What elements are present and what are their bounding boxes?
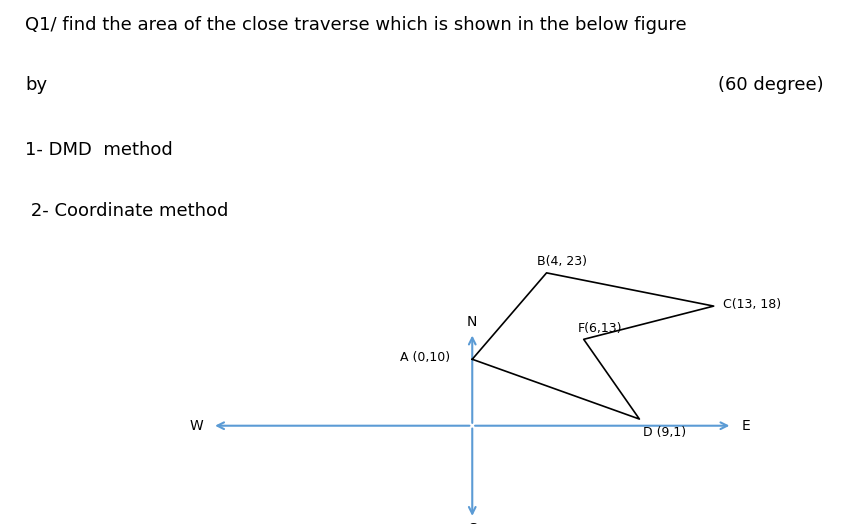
Text: 2- Coordinate method: 2- Coordinate method	[25, 202, 229, 220]
Text: A (0,10): A (0,10)	[400, 351, 450, 364]
Text: W: W	[189, 419, 203, 433]
Text: D (9,1): D (9,1)	[643, 425, 686, 439]
Text: by: by	[25, 76, 48, 94]
Text: E: E	[741, 419, 751, 433]
Text: 1- DMD  method: 1- DMD method	[25, 141, 173, 159]
Text: C(13, 18): C(13, 18)	[723, 298, 781, 311]
Text: N: N	[467, 315, 477, 330]
Text: Q1/ find the area of the close traverse which is shown in the below figure: Q1/ find the area of the close traverse …	[25, 16, 687, 34]
Text: (60 degree): (60 degree)	[718, 76, 824, 94]
Text: F(6,13): F(6,13)	[578, 322, 622, 335]
Text: B(4, 23): B(4, 23)	[537, 255, 588, 268]
Text: S: S	[468, 522, 476, 524]
